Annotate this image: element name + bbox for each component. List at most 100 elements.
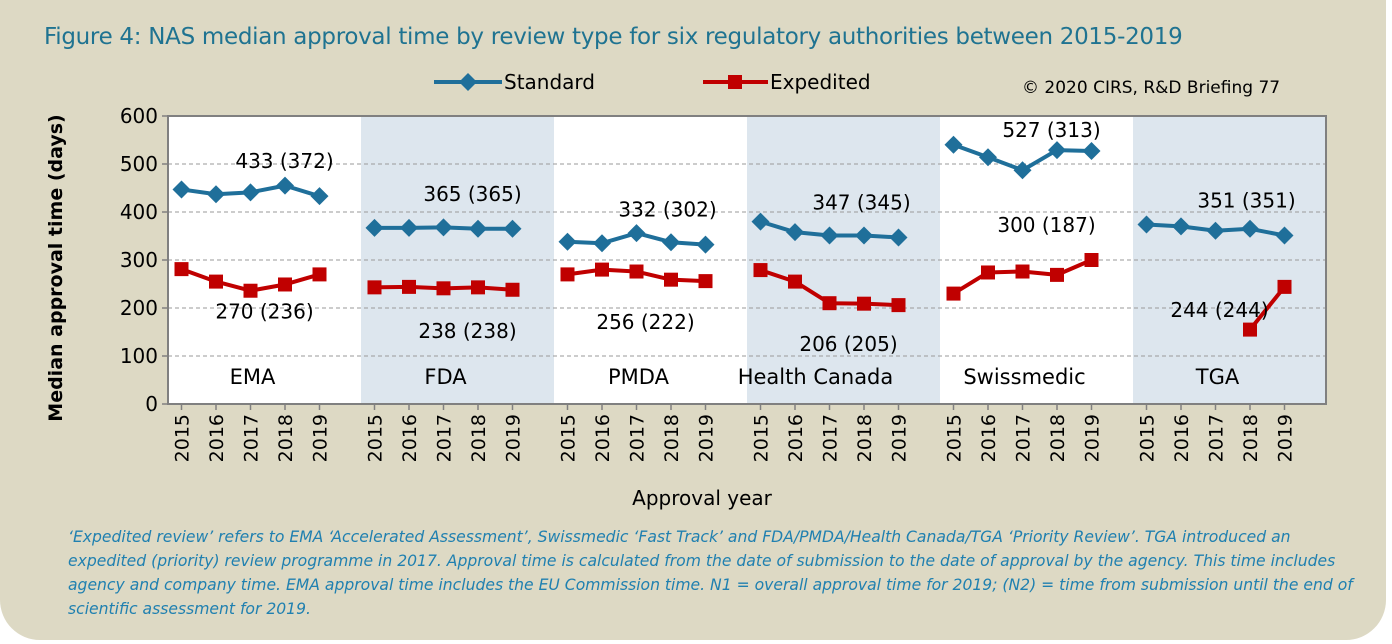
tga-expedited-label: 244 (244) xyxy=(1170,298,1268,322)
ema-standard-point xyxy=(241,183,260,202)
pmda-group-label: PMDA xyxy=(608,365,670,389)
copyright-note: © 2020 CIRS, R&D Briefing 77 xyxy=(1022,78,1281,98)
health-canada-standard-point xyxy=(889,228,908,247)
legend-standard-marker xyxy=(459,73,477,91)
legend-expedited-label: Expedited xyxy=(770,70,871,94)
health-canada-expedited-point xyxy=(891,298,906,313)
x-tick-label: 2015 xyxy=(558,414,580,462)
fda-expedited-point xyxy=(367,280,382,295)
fda-standard-point xyxy=(469,219,487,238)
x-tick-label: 2019 xyxy=(503,414,525,462)
pmda-standard-label: 332 (302) xyxy=(618,198,716,222)
x-tick-label: 2019 xyxy=(1275,414,1297,462)
health-canada-expedited-point xyxy=(857,296,871,311)
pmda-expedited-point xyxy=(595,262,609,277)
x-tick-label: 2017 xyxy=(1013,414,1035,462)
chart-title: Figure 4: NAS median approval time by re… xyxy=(44,24,1183,50)
y-tick-label: 100 xyxy=(120,344,158,368)
pmda-standard-point xyxy=(558,232,577,251)
x-tick-label: 2017 xyxy=(820,414,842,462)
swissmedic-expedited-point xyxy=(946,286,961,301)
y-tick-label: 200 xyxy=(120,296,158,320)
ema-standard-label: 433 (372) xyxy=(235,149,333,173)
swissmedic-expedited-point xyxy=(1050,267,1064,282)
x-tick-label: 2019 xyxy=(696,414,718,462)
ema-standard-point xyxy=(172,180,191,199)
fda-expedited-point xyxy=(436,281,451,296)
ema-expedited-point xyxy=(243,283,258,298)
swissmedic-expedited-point xyxy=(981,265,995,280)
pmda-expedited-point xyxy=(629,264,644,279)
x-tick-label: 2018 xyxy=(854,414,876,462)
x-tick-label: 2016 xyxy=(785,414,807,462)
ema-standard-point xyxy=(207,185,225,204)
x-tick-label: 2018 xyxy=(275,414,297,462)
y-axis-title: Median approval time (days) xyxy=(45,114,67,421)
fda-standard-point xyxy=(400,218,418,237)
ema-expedited-point xyxy=(312,267,327,282)
ema-expedited-point xyxy=(174,262,189,277)
pmda-standard-point xyxy=(593,234,611,253)
x-tick-label: 2016 xyxy=(399,414,421,462)
tga-standard-point xyxy=(1275,226,1294,245)
swissmedic-expedited-point xyxy=(1084,253,1099,267)
x-tick-label: 2015 xyxy=(365,414,387,462)
fda-standard-point xyxy=(434,218,453,237)
pmda-expedited-point xyxy=(560,267,575,282)
health-canada-group-label: Health Canada xyxy=(738,365,894,389)
x-tick-label: 2019 xyxy=(310,414,332,462)
fda-expedited-point xyxy=(505,282,520,297)
x-tick-label: 2018 xyxy=(661,414,683,462)
ema-standard-point xyxy=(276,176,294,195)
y-tick-label: 300 xyxy=(120,248,158,272)
swissmedic-standard-point xyxy=(979,148,997,167)
swissmedic-standard-point xyxy=(1013,161,1032,180)
ema-group-label: EMA xyxy=(230,365,276,389)
x-tick-label: 2018 xyxy=(468,414,490,462)
fda-standard-label: 365 (365) xyxy=(423,182,521,206)
health-canada-standard-point xyxy=(751,212,770,231)
tga-standard-point xyxy=(1172,217,1190,236)
health-canada-expedited-label: 206 (205) xyxy=(799,332,897,356)
legend-standard-label: Standard xyxy=(504,70,595,94)
ema-standard-point xyxy=(310,187,329,206)
fda-group-label: FDA xyxy=(424,365,467,389)
fda-standard-point xyxy=(503,219,522,238)
swissmedic-standard-point xyxy=(944,135,963,154)
swissmedic-standard-point xyxy=(1048,141,1066,160)
fda-expedited-point xyxy=(402,279,416,294)
health-canada-expedited-point xyxy=(788,274,802,289)
x-tick-label: 2016 xyxy=(1171,414,1193,462)
tga-standard-point xyxy=(1241,219,1259,238)
health-canada-expedited-point xyxy=(753,263,768,278)
x-tick-label: 2019 xyxy=(889,414,911,462)
pmda-standard-point xyxy=(627,224,646,243)
pmda-expedited-point xyxy=(698,274,713,289)
health-canada-standard-point xyxy=(855,226,873,245)
fda-expedited-label: 238 (238) xyxy=(418,319,516,343)
health-canada-standard-label: 347 (345) xyxy=(812,190,910,214)
tga-standard-point xyxy=(1137,215,1156,234)
health-canada-standard-point xyxy=(820,226,839,245)
plot-frame xyxy=(167,115,1327,405)
swissmedic-standard-label: 527 (313) xyxy=(1002,118,1100,142)
x-tick-label: 2015 xyxy=(751,414,773,462)
x-tick-label: 2017 xyxy=(241,414,263,462)
ema-expedited-point xyxy=(278,277,292,292)
x-tick-label: 2016 xyxy=(592,414,614,462)
x-tick-label: 2017 xyxy=(1206,414,1228,462)
health-canada-expedited-point xyxy=(822,296,837,311)
y-tick-label: 500 xyxy=(120,152,158,176)
x-tick-label: 2016 xyxy=(978,414,1000,462)
swissmedic-expedited-point xyxy=(1015,264,1030,279)
x-tick-label: 2019 xyxy=(1082,414,1104,462)
tga-standard-label: 351 (351) xyxy=(1197,189,1295,213)
x-tick-label: 2018 xyxy=(1047,414,1069,462)
y-tick-label: 0 xyxy=(145,392,158,416)
x-axis-title: Approval year xyxy=(632,486,772,510)
pmda-standard-point xyxy=(696,235,715,254)
swissmedic-group-label: Swissmedic xyxy=(963,365,1085,389)
x-tick-label: 2017 xyxy=(434,414,456,462)
x-tick-label: 2015 xyxy=(1137,414,1159,462)
